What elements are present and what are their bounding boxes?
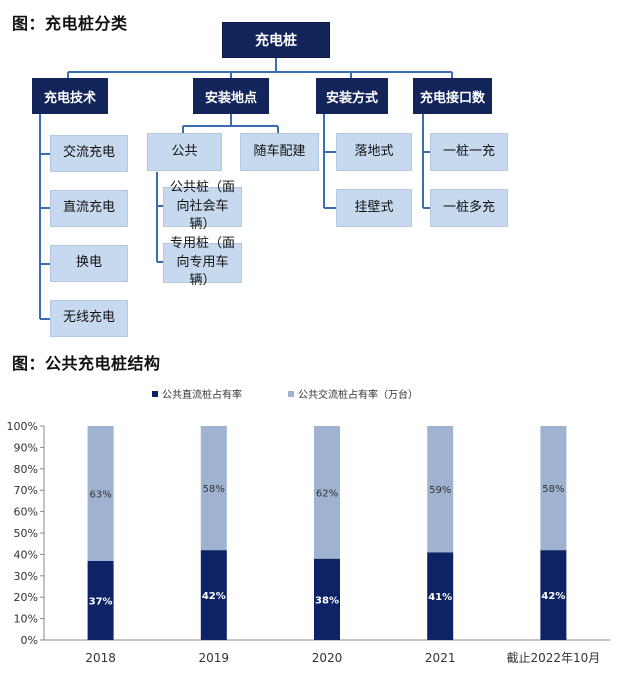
category-install-method: 安装方式 xyxy=(316,78,388,114)
y-tick-label: 40% xyxy=(14,548,38,561)
x-tick-label: 2018 xyxy=(85,651,116,665)
data-label-dc: 42% xyxy=(202,591,226,602)
chart-axes: 0% 10% 20% 30% 40% 50% 60% 70% 80% 90% 100% 2018 201… xyxy=(7,420,610,665)
legend-label-dc: 公共直流桩占有率 xyxy=(162,388,242,401)
leaf-ac-charging: 交流充电 xyxy=(50,135,128,172)
bar-ac-segment xyxy=(540,426,567,551)
data-label-ac: 63% xyxy=(89,489,111,500)
y-tick-label: 60% xyxy=(14,506,38,519)
category-install-location: 安装地点 xyxy=(193,78,269,114)
bar-dc-segment xyxy=(540,550,567,640)
data-label-dc: 41% xyxy=(428,592,452,603)
bar-ac-segment xyxy=(314,426,340,559)
bar-dc-segment xyxy=(427,552,454,640)
bar-ac-segment xyxy=(87,426,114,561)
data-label-dc: 37% xyxy=(89,596,113,607)
data-label-ac: 58% xyxy=(542,484,564,495)
x-tick-label: 2020 xyxy=(312,651,343,665)
stacked-bar-chart: 公共直流桩占有率 公共交流桩占有率（万台） 0% 10% 20% 30% 40% 50% 6… xyxy=(7,388,610,665)
tree-root-node: 充电桩 xyxy=(222,22,330,58)
y-tick-label: 80% xyxy=(14,463,38,476)
y-tick-label: 20% xyxy=(14,591,38,604)
data-label-dc: 38% xyxy=(315,595,339,606)
legend: 公共直流桩占有率 公共交流桩占有率（万台） xyxy=(152,388,418,401)
category-charging-tech: 充电技术 xyxy=(32,78,108,114)
leaf-dedicated-pile: 专用桩（面向专用车辆） xyxy=(163,236,242,288)
data-label-ac: 62% xyxy=(316,488,338,499)
category-port-count: 充电接口数 xyxy=(413,78,492,114)
y-tick-label: 50% xyxy=(14,527,38,540)
bar-dc-segment xyxy=(314,558,340,640)
x-tick-label: 2021 xyxy=(425,651,456,665)
leaf-floor-mounted: 落地式 xyxy=(336,133,412,171)
leaf-one-pile-one-charge: 一桩一充 xyxy=(430,133,508,171)
y-tick-label: 100% xyxy=(7,420,38,433)
leaf-dc-charging: 直流充电 xyxy=(50,190,128,227)
legend-swatch-ac xyxy=(288,391,294,397)
legend-swatch-dc xyxy=(152,391,158,397)
data-label-ac: 58% xyxy=(203,484,225,495)
data-label-ac: 59% xyxy=(429,485,451,496)
x-tick-label: 2019 xyxy=(199,651,230,665)
leaf-public-pile: 公共桩（面向社会车辆） xyxy=(163,180,242,232)
leaf-one-pile-multi-charge: 一桩多充 xyxy=(430,189,508,227)
leaf-wireless-charging: 无线充电 xyxy=(50,300,128,337)
bar-ac-segment xyxy=(200,426,227,551)
y-tick-label: 70% xyxy=(14,484,38,497)
classification-title: 图：充电桩分类 xyxy=(12,14,128,33)
chart-title: 图：公共充电桩结构 xyxy=(12,354,161,373)
tree-connectors xyxy=(39,58,453,320)
leaf-battery-swap: 换电 xyxy=(50,245,128,282)
legend-label-ac: 公共交流桩占有率（万台） xyxy=(298,388,418,401)
data-label-dc: 42% xyxy=(541,591,565,602)
y-tick-label: 10% xyxy=(14,613,38,626)
bar-ac-segment xyxy=(427,426,454,553)
y-tick-label: 0% xyxy=(21,634,38,647)
leaf-wall-mounted: 挂壁式 xyxy=(336,189,412,227)
bar-dc-segment xyxy=(87,560,114,640)
leaf-public: 公共 xyxy=(147,133,222,171)
y-tick-label: 30% xyxy=(14,570,38,583)
chart-bars: 37% 63% 42% 58% 38% 62% 41% 59% 42% 58% xyxy=(87,426,567,640)
leaf-vehicle-attached: 随车配建 xyxy=(240,133,319,171)
x-tick-label: 截止2022年10月 xyxy=(506,651,600,665)
bar-dc-segment xyxy=(200,550,227,640)
y-tick-label: 90% xyxy=(14,441,38,454)
